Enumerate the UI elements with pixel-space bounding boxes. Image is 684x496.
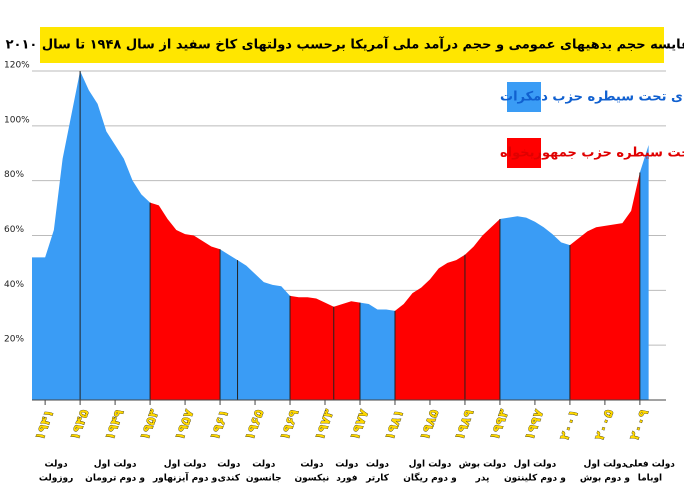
period-label: و دوم ریگان	[403, 472, 457, 484]
chart-title: مقایسه حجم بدهیهای عمومی و حجم درآمد ملی…	[6, 36, 684, 53]
y-tick-label: 40%	[4, 280, 24, 290]
period-label: اوباما	[638, 474, 662, 484]
y-tick-label: 20%	[4, 335, 24, 345]
period-label: پدر	[475, 474, 490, 484]
period-label: دولت	[44, 460, 68, 470]
period-label: دولت بوش	[459, 460, 507, 470]
period-label: دولت فعلی	[625, 460, 675, 470]
period-label: و دوم کلینتون	[504, 474, 566, 484]
period-label: دولت	[217, 460, 241, 470]
period-label: جانسون	[246, 474, 282, 484]
period-label: نیکسون	[294, 474, 329, 484]
period-label: و دوم ترومان	[85, 474, 145, 484]
period-label: دولت اول	[409, 460, 452, 470]
period-label: دولت اول	[514, 460, 557, 470]
period-label: و دوم آیزنهاور	[152, 472, 217, 484]
period-label: و دوم بوش	[580, 474, 630, 484]
period-label: دولت اول	[164, 460, 207, 470]
legend-swatch	[507, 138, 541, 168]
period-label: کارتر	[365, 474, 390, 484]
y-tick-label: 120%	[4, 61, 30, 71]
y-tick-label: 60%	[4, 225, 24, 235]
period-label: کندی	[218, 474, 241, 484]
legend-label: دولتهای تحت سیطره حزب جمهوریخواه	[500, 146, 684, 161]
period-label: دولت	[300, 460, 324, 470]
legend-swatch	[507, 82, 541, 112]
area	[32, 71, 649, 400]
legend-label: دولتهای تحت سیطره حزب دمکرات	[500, 90, 684, 105]
period-label: دولت اول	[584, 460, 627, 470]
period-label: روزولت	[39, 474, 73, 484]
period-label: دولت	[366, 460, 390, 470]
period-label: دولت	[252, 460, 276, 470]
period-label: دولت اول	[94, 460, 137, 470]
y-tick-label: 100%	[4, 115, 30, 125]
title-box	[40, 27, 664, 63]
y-tick-label: 80%	[4, 170, 24, 180]
period-label: دولت	[335, 460, 359, 470]
period-label: فورد	[336, 474, 357, 484]
